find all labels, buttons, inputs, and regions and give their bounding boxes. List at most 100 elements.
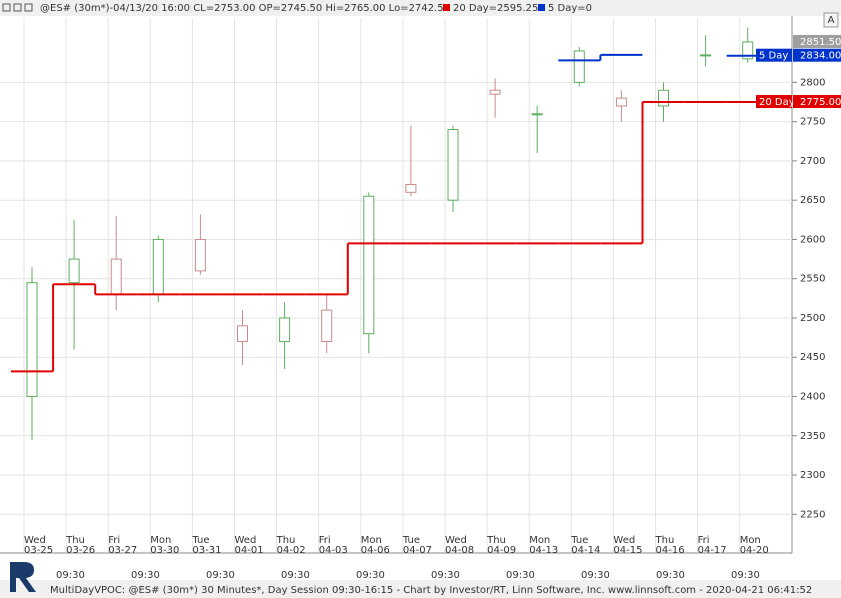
time-label: 09:30	[56, 570, 85, 581]
footer-bar	[0, 580, 841, 598]
last-value-label: 2775.00	[800, 97, 841, 108]
last-price-label: 2851.50	[800, 37, 841, 48]
x-tick-label: 04-02	[277, 545, 306, 556]
x-tick-label: 04-20	[740, 545, 769, 556]
legend-entry: 5 Day=0	[548, 3, 592, 14]
time-label: 09:30	[431, 570, 460, 581]
x-weekday-label: Fri	[319, 535, 331, 546]
y-tick-label: 2250	[800, 509, 825, 520]
x-weekday-label: Wed	[613, 535, 635, 546]
candle-body	[489, 89, 501, 95]
candle-body	[700, 54, 712, 57]
candle-body	[573, 50, 585, 83]
x-tick-label: 04-01	[235, 545, 264, 556]
time-label: 09:30	[731, 570, 760, 581]
x-weekday-label: Wed	[24, 535, 46, 546]
x-tick-label: 03-30	[150, 545, 179, 556]
x-tick-label: 04-09	[487, 545, 516, 556]
x-weekday-label: Wed	[235, 535, 257, 546]
x-weekday-label: Thu	[65, 535, 85, 546]
series-name: 20 Day	[759, 97, 795, 108]
y-tick-label: 2300	[800, 470, 825, 481]
x-tick-label: 04-14	[571, 545, 600, 556]
x-weekday-label: Thu	[276, 535, 296, 546]
x-weekday-label: Wed	[445, 535, 467, 546]
y-tick-label: 2650	[800, 195, 825, 206]
header-icon	[13, 3, 22, 12]
time-label: 09:30	[206, 570, 235, 581]
time-label: 09:30	[131, 570, 160, 581]
x-weekday-label: Tue	[402, 535, 420, 546]
time-label: 09:30	[356, 570, 385, 581]
x-tick-label: 03-31	[192, 545, 221, 556]
y-tick-label: 2750	[800, 117, 825, 128]
autoscale-button[interactable]	[823, 12, 839, 28]
button-label[interactable]: A	[828, 15, 835, 26]
time-label: 09:30	[656, 570, 685, 581]
candle-body	[447, 129, 459, 201]
x-tick-label: 03-26	[66, 545, 95, 556]
series-name-box	[756, 95, 792, 109]
x-tick-label: 03-25	[24, 545, 53, 556]
x-tick-label: 03-27	[108, 545, 137, 556]
x-weekday-label: Thu	[655, 535, 675, 546]
y-tick-label: 2600	[800, 234, 825, 245]
time-label: 09:30	[506, 570, 535, 581]
legend-swatch	[443, 4, 450, 11]
x-weekday-label: Mon	[740, 535, 761, 546]
logo	[10, 562, 36, 592]
series-name: 5 Day	[759, 51, 788, 62]
candle-body	[68, 258, 80, 284]
candle-body	[110, 258, 122, 295]
candle-body	[26, 282, 38, 398]
x-tick-label: 04-17	[698, 545, 727, 556]
header-icon	[24, 3, 33, 12]
y-tick-label: 2700	[800, 156, 825, 167]
x-weekday-label: Mon	[361, 535, 382, 546]
x-weekday-label: Tue	[570, 535, 588, 546]
footer-text: MultiDayVPOC: @ES# (30m*) 30 Minutes*, D…	[50, 585, 812, 596]
x-tick-label: 04-06	[361, 545, 390, 556]
x-weekday-label: Fri	[698, 535, 710, 546]
last-value-box	[793, 95, 841, 109]
x-weekday-label: Tue	[191, 535, 209, 546]
x-weekday-label: Mon	[529, 535, 550, 546]
x-weekday-label: Mon	[150, 535, 171, 546]
chart-title: @ES# (30m*)-04/13/20 16:00 CL=2753.00 OP…	[40, 3, 450, 14]
series-name-box	[756, 48, 792, 62]
time-label: 09:30	[581, 570, 610, 581]
x-tick-label: 04-03	[319, 545, 348, 556]
x-tick-label: 04-15	[613, 545, 642, 556]
x-weekday-label: Fri	[108, 535, 120, 546]
candle-body	[615, 97, 627, 107]
candle-body	[321, 309, 333, 343]
legend-entry: 20 Day=2595.25	[453, 3, 538, 14]
x-tick-label: 04-08	[445, 545, 474, 556]
x-tick-label: 04-16	[656, 545, 685, 556]
y-tick-label: 2800	[800, 77, 825, 88]
candle-body	[363, 195, 375, 335]
y-tick-label: 2500	[800, 313, 825, 324]
x-tick-label: 04-07	[403, 545, 432, 556]
candle-body	[742, 41, 754, 60]
candle-body	[152, 238, 164, 295]
y-tick-label: 2450	[800, 352, 825, 363]
y-tick-label: 2550	[800, 274, 825, 285]
x-weekday-label: Thu	[486, 535, 506, 546]
last-price-box	[793, 34, 841, 48]
candle-body	[279, 317, 291, 343]
candle-body	[531, 113, 543, 116]
candle-body	[658, 89, 669, 107]
last-value-label: 2834.00	[800, 51, 841, 62]
y-tick-label: 2350	[800, 431, 825, 442]
legend-swatch	[538, 4, 545, 11]
header-icon	[2, 3, 11, 12]
candle-body	[194, 238, 206, 272]
header-bar	[0, 0, 841, 16]
candle-body	[405, 183, 417, 193]
y-tick-label: 2400	[800, 392, 825, 403]
time-label: 09:30	[281, 570, 310, 581]
candle-body	[237, 325, 248, 343]
